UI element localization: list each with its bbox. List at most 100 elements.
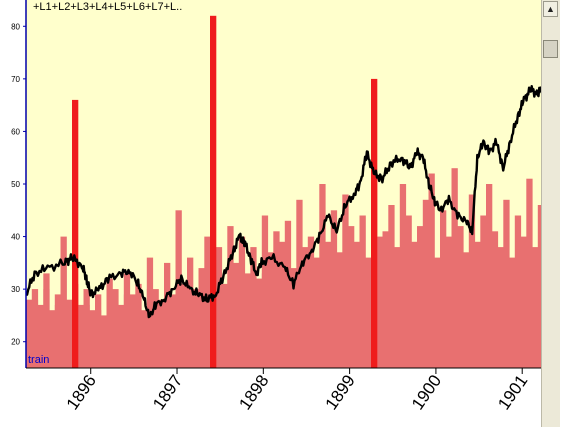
band-bar-mid — [417, 226, 424, 368]
scroll-up-arrow-icon[interactable]: ▲ — [543, 1, 558, 17]
band-bar-mid — [112, 289, 119, 368]
band-bar-mid — [434, 257, 441, 368]
band-bar-mid — [394, 247, 401, 368]
x-tick-label: 1900 — [408, 371, 445, 413]
band-bar-mid — [118, 304, 125, 368]
band-bar-mid — [480, 215, 487, 368]
price-line — [25, 85, 541, 319]
vertical-scrollbar[interactable]: ▲ — [541, 0, 560, 427]
band-bar-mid — [491, 231, 499, 368]
band-bar-mid — [405, 215, 412, 368]
band-bar-mid — [537, 205, 541, 368]
band-bar-mid — [509, 257, 516, 368]
x-ticks: 1896 1897 1898 1899 1900 1901 — [63, 368, 531, 413]
band-bar-mid — [26, 299, 33, 368]
band-bar-mid — [468, 194, 476, 368]
y-tick-label: 60 — [11, 127, 20, 136]
band-bar-mid — [181, 283, 188, 368]
band-bar-mid — [152, 289, 159, 368]
band-bar-mid — [261, 215, 269, 368]
band-bar-mid — [474, 241, 481, 368]
band-bar-mid — [307, 236, 315, 368]
band-bar-mid — [267, 252, 274, 368]
band-bar-mid — [463, 252, 470, 368]
band-bar-mid — [376, 236, 384, 368]
band-bar-mid — [353, 241, 361, 368]
y-tick-label: 80 — [11, 22, 20, 31]
band-bar-mid — [290, 268, 297, 368]
band-bar-mid — [49, 310, 56, 368]
band-bar-mid — [284, 220, 292, 368]
band-bar-mid — [503, 199, 510, 368]
band-bar-mid — [37, 304, 44, 368]
band-bar-mid — [238, 236, 246, 368]
band-bar-mid — [302, 247, 309, 368]
band-bar-mid — [192, 289, 200, 368]
legend-text: +L1+L2+L3+L4+L5+L6+L7+L.. — [33, 1, 182, 13]
band-bar-mid — [89, 310, 96, 368]
band-bar-mid — [422, 199, 430, 368]
band-bar-mid — [319, 184, 326, 368]
band-bar-mid — [342, 194, 349, 368]
band-bar-deep — [371, 78, 378, 369]
x-tick-label: 1901 — [494, 371, 531, 413]
band-bar-mid — [83, 289, 90, 368]
band-bar-mid — [365, 257, 372, 368]
band-bar-mid — [451, 168, 458, 368]
band-bar-mid — [221, 283, 228, 368]
band-bar-mid — [273, 231, 280, 368]
x-tick-label: 1897 — [149, 371, 186, 413]
band-bar-mid — [330, 210, 338, 368]
band-bar-mid — [95, 294, 102, 368]
band-bar-mid — [215, 247, 223, 368]
band-bar-mid — [60, 236, 67, 368]
train-label: train — [28, 354, 49, 366]
band-bar-mid — [457, 226, 464, 368]
band-bar-mid — [486, 184, 493, 368]
band-bar-mid — [250, 247, 257, 368]
band-bar-mid — [100, 315, 108, 368]
band-bar-mid — [187, 257, 194, 368]
band-bar-mid — [66, 299, 73, 368]
band-bar-mid — [135, 283, 142, 368]
y-tick-label: 50 — [11, 180, 20, 189]
band-bar-mid — [256, 278, 263, 368]
band-bar-mid — [445, 236, 453, 368]
band-bar-mid — [359, 215, 366, 368]
band-bar-mid — [428, 173, 435, 368]
band-bar-mid — [244, 273, 251, 368]
band-bar-mid — [141, 310, 148, 368]
band-bar-mid — [336, 252, 343, 368]
x-tick-label: 1896 — [63, 371, 100, 413]
band-bar-mid — [520, 236, 527, 368]
band-bar-mid — [497, 247, 504, 368]
bands-layer — [26, 15, 541, 369]
x-tick-label: 1898 — [235, 371, 272, 413]
band-bar-mid — [296, 199, 303, 368]
band-bar-mid — [129, 294, 136, 368]
y-tick-label: 40 — [11, 233, 20, 242]
y-tick-label: 30 — [11, 285, 20, 294]
band-bar-mid — [77, 304, 85, 368]
band-bar-mid — [31, 289, 39, 368]
band-bar-deep — [72, 99, 79, 369]
band-bar-mid — [514, 215, 522, 368]
band-bar-mid — [399, 184, 407, 368]
band-bar-mid — [233, 262, 240, 368]
band-bar-mid — [313, 257, 320, 368]
band-bar-mid — [532, 247, 539, 368]
y-tick-label: 20 — [11, 338, 20, 347]
band-bar-mid — [279, 241, 286, 368]
x-tick-label: 1899 — [322, 371, 359, 413]
band-bar-mid — [43, 273, 50, 368]
band-bar-mid — [325, 241, 332, 368]
y-ticks: 20 30 40 50 60 70 80 — [11, 22, 26, 347]
band-bar-deep — [210, 15, 217, 369]
band-bar-mid — [440, 210, 447, 368]
band-bar-mid — [169, 294, 177, 368]
scrollbar-thumb[interactable] — [543, 40, 558, 58]
band-bar-mid — [411, 241, 418, 368]
y-tick-label: 70 — [11, 75, 20, 84]
band-bar-mid — [175, 210, 182, 368]
